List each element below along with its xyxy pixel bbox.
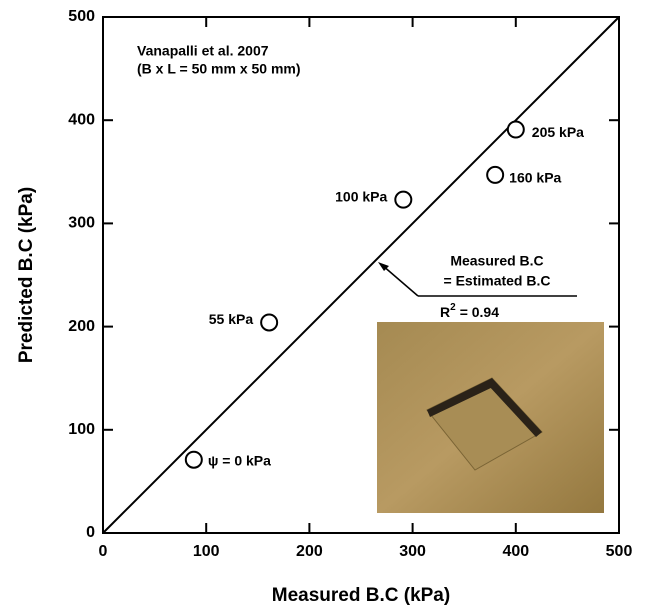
annotation: R2 = 0.94 [440, 302, 499, 320]
x-tick-label: 0 [99, 543, 108, 560]
annotation: R [440, 304, 450, 320]
x-tick-label: 500 [606, 543, 633, 560]
annotation: Measured B.C [450, 253, 543, 269]
data-point [260, 313, 279, 332]
annotation: 2 [450, 302, 456, 313]
point-label: 100 kPa [335, 188, 387, 204]
x-tick-label: 400 [502, 543, 529, 560]
x-tick-label: 200 [296, 543, 323, 560]
y-tick-label: 300 [68, 215, 95, 232]
y-tick-label: 0 [86, 524, 95, 541]
plot-frame [102, 16, 620, 534]
y-tick-label: 500 [68, 8, 95, 25]
data-point [394, 190, 413, 209]
inset-photo [377, 322, 604, 513]
arrow-head [378, 262, 389, 271]
x-axis-title: Measured B.C (kPa) [272, 585, 450, 606]
point-label: 205 kPa [532, 124, 584, 140]
y-tick-label: 400 [68, 111, 95, 128]
y-tick-label: 200 [68, 318, 95, 335]
annotation: Vanapalli et al. 2007 [137, 43, 269, 59]
x-tick-label: 100 [193, 543, 220, 560]
point-label: 55 kPa [209, 311, 254, 327]
data-point [506, 120, 525, 139]
point-label: 160 kPa [509, 170, 561, 186]
y-axis-title: Predicted B.C (kPa) [16, 187, 37, 363]
reference-line [102, 16, 620, 534]
callout-arrow [381, 264, 419, 297]
y-tick-label: 100 [68, 421, 95, 438]
x-tick-label: 300 [399, 543, 426, 560]
annotation: (B x L = 50 mm x 50 mm) [137, 61, 301, 77]
annotation: = Estimated B.C [444, 273, 551, 289]
point-label: ψ = 0 kPa [208, 452, 271, 468]
annotation: = 0.94 [460, 304, 500, 320]
data-point [486, 165, 505, 184]
data-point [184, 450, 203, 469]
